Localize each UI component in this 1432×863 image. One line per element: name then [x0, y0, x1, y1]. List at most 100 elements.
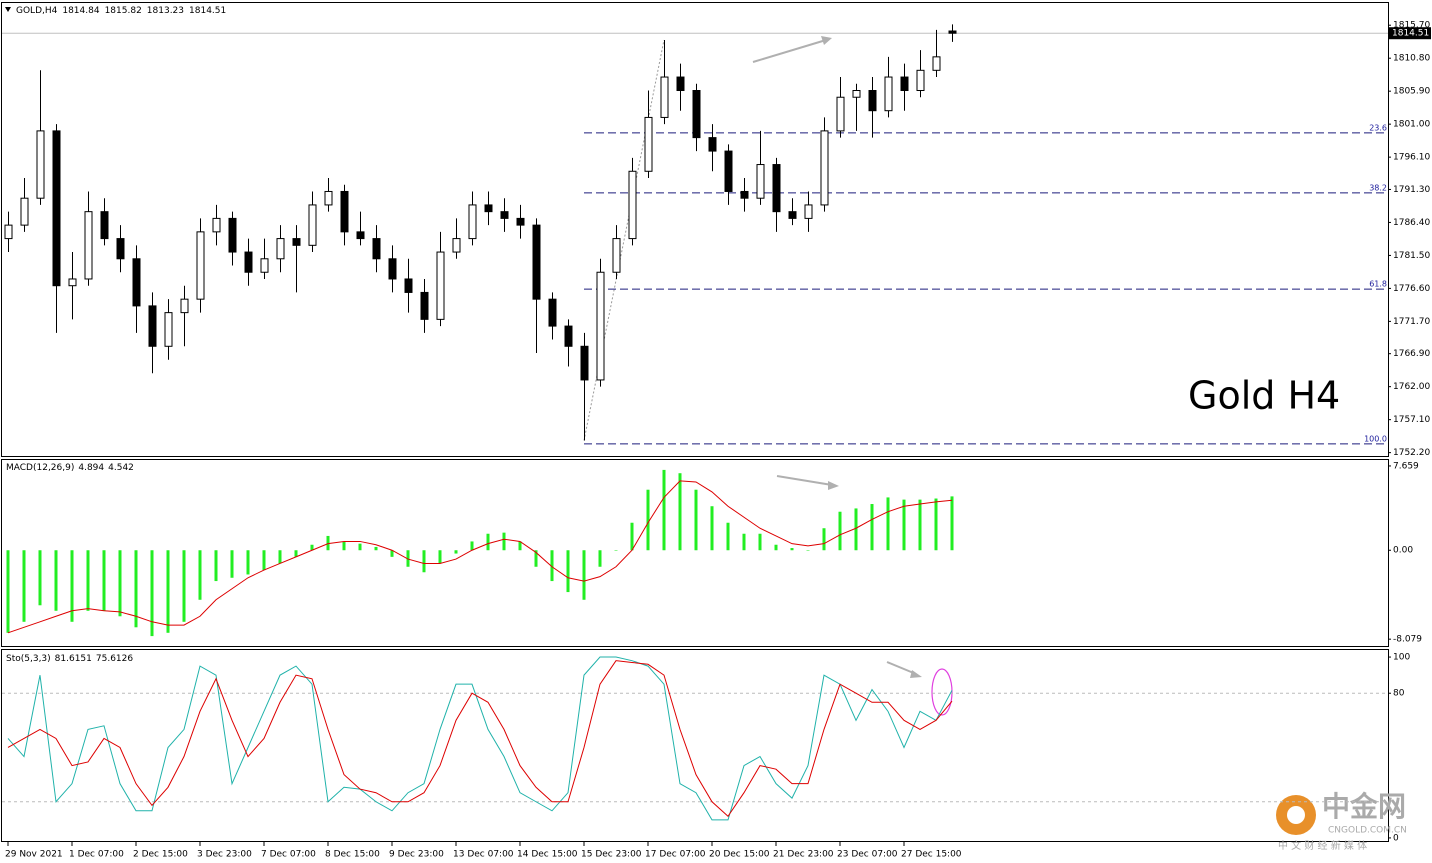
x-tick-label: 17 Dec 07:00	[645, 850, 706, 860]
header: GOLD,H4 1814.84 1815.82 1813.23 1814.51	[16, 6, 226, 16]
histogram-bar	[246, 550, 250, 575]
main-line	[7, 656, 953, 821]
histogram-bar	[134, 550, 138, 628]
histogram-bar	[326, 535, 330, 551]
histogram-bar	[534, 550, 538, 567]
chart-annotation: Gold H4	[1188, 374, 1340, 418]
candle-body	[724, 150, 733, 192]
histogram-bar	[918, 499, 922, 551]
y-tick-label: 1752.20	[1393, 448, 1430, 458]
histogram-bar	[662, 469, 666, 551]
candle-body	[564, 325, 573, 347]
candle-body	[420, 291, 429, 320]
candle-body	[580, 345, 589, 381]
histogram-bar	[150, 550, 154, 637]
candle-body	[884, 76, 893, 112]
current-price: 1814.51	[1392, 29, 1429, 39]
header-value: 1813.23	[147, 6, 184, 16]
histogram-bar	[694, 489, 698, 551]
x-tick-label: 14 Dec 15:00	[517, 850, 578, 860]
histogram-bar	[22, 550, 26, 622]
x-tick-label: 29 Nov 2021	[5, 850, 63, 860]
histogram-bar	[390, 550, 394, 557]
candle-body	[4, 224, 13, 240]
x-tick-label: 15 Dec 23:00	[581, 850, 642, 860]
histogram-bar	[470, 541, 474, 551]
brand: 中金网	[1322, 790, 1406, 823]
price-panel	[1, 2, 1389, 457]
header-value: 1814.84	[62, 6, 99, 16]
signal-line	[7, 480, 953, 634]
histogram-bar	[214, 550, 218, 582]
candle-body	[260, 258, 269, 273]
header-value: 81.6151	[55, 654, 92, 664]
header-value: 4.542	[108, 463, 134, 473]
candle-body	[900, 76, 909, 92]
candle-body	[212, 217, 221, 233]
histogram-bar	[86, 550, 90, 611]
x-tick-label: 1 Dec 07:00	[69, 850, 124, 860]
histogram-bar	[358, 543, 362, 551]
candle-body	[324, 190, 333, 206]
menu-triangle	[5, 7, 11, 12]
fib-label: 23.6	[1369, 123, 1387, 132]
candle-body	[164, 312, 173, 347]
y-tick-label: 80	[1393, 689, 1405, 699]
histogram-bar	[294, 550, 298, 557]
histogram-bar	[870, 504, 874, 551]
candle-body	[196, 231, 205, 300]
histogram-bar	[678, 473, 682, 551]
candle-body	[100, 211, 109, 240]
histogram-bar	[310, 544, 314, 551]
y-tick-label: 1805.90	[1393, 87, 1430, 97]
candle-body	[612, 238, 621, 273]
header-value: 1814.51	[189, 6, 226, 16]
x-tick-label: 2 Dec 15:00	[133, 850, 188, 860]
y-tick-label: 0	[1393, 833, 1399, 843]
candle-body	[772, 164, 781, 213]
candle-body	[292, 238, 301, 246]
y-tick-label: 7.659	[1393, 461, 1419, 471]
histogram-bar	[454, 550, 458, 554]
x-tick-label: 3 Dec 23:00	[197, 850, 252, 860]
y-tick-label: 1766.90	[1393, 349, 1430, 359]
candle-body	[692, 90, 701, 139]
candle-body	[644, 116, 653, 172]
candle-body	[852, 90, 861, 98]
histogram-bar	[854, 508, 858, 551]
y-tick-label: 1762.00	[1393, 382, 1430, 392]
candle-body	[68, 278, 77, 287]
macd-panel	[1, 459, 1389, 647]
candle-body	[676, 76, 685, 92]
histogram-bar	[822, 528, 826, 551]
candle-body	[132, 258, 141, 307]
histogram-bar	[38, 550, 42, 606]
candle-body	[756, 164, 765, 199]
histogram-bar	[166, 550, 170, 633]
y-tick-label: 1796.10	[1393, 153, 1430, 163]
histogram-bar	[438, 550, 442, 564]
current-price-box	[1389, 27, 1431, 40]
histogram-bar	[582, 550, 586, 600]
candle-body	[388, 258, 397, 280]
y-tick-label: 100	[1393, 653, 1410, 663]
candle-body	[468, 204, 477, 240]
x-tick-label: 21 Dec 23:00	[773, 850, 834, 860]
histogram-bar	[838, 511, 842, 551]
candle-body	[244, 251, 253, 273]
candle-body	[452, 238, 461, 253]
histogram-bar	[502, 532, 506, 551]
x-tick-label: 9 Dec 23:00	[389, 850, 444, 860]
histogram-bar	[774, 544, 778, 551]
fib-label: 61.8	[1369, 280, 1387, 289]
header: MACD(12,26,9) 4.894 4.542	[6, 463, 134, 473]
logo-inner	[1287, 806, 1305, 824]
candle-body	[932, 56, 941, 71]
histogram-bar	[118, 550, 122, 617]
candle-body	[36, 130, 45, 199]
candle-body	[916, 69, 925, 92]
histogram-bar	[758, 533, 762, 551]
